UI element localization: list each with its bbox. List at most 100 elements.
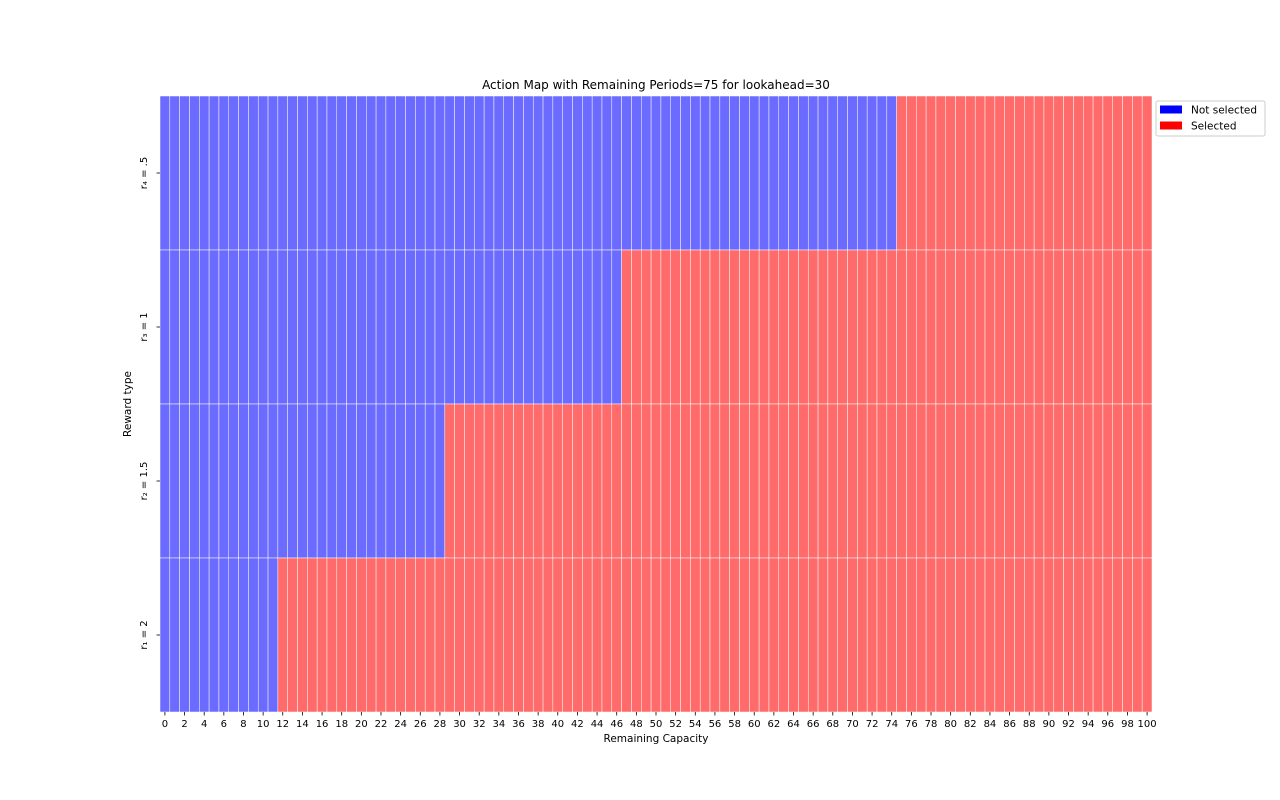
- heatmap-cell-selected: [994, 249, 1005, 405]
- heatmap-cell-not-selected: [375, 403, 387, 559]
- heatmap-cell-selected: [1053, 403, 1064, 559]
- heatmap-cell-selected: [965, 95, 976, 251]
- heatmap-cell-selected: [837, 249, 848, 405]
- heatmap-cell-selected: [857, 249, 868, 405]
- heatmap-cell-not-selected: [709, 95, 721, 251]
- heatmap-cell-not-selected: [591, 95, 603, 251]
- heatmap-cell-selected: [965, 403, 976, 559]
- heatmap-cell-selected: [601, 403, 613, 559]
- y-tick-label: r₃ = 1: [139, 312, 150, 341]
- heatmap-cell-not-selected: [316, 95, 328, 251]
- x-tick-label: 48: [630, 719, 643, 730]
- heatmap-cell-selected: [483, 557, 495, 713]
- heatmap-cell-selected: [670, 249, 681, 405]
- heatmap-cell-not-selected: [346, 403, 357, 559]
- heatmap-cell-not-selected: [415, 95, 426, 251]
- heatmap-cell-selected: [886, 403, 897, 559]
- heatmap-cell-selected: [709, 557, 721, 713]
- heatmap-cell-selected: [896, 403, 907, 559]
- x-tick-label: 52: [669, 719, 682, 730]
- heatmap-cell-selected: [1132, 249, 1143, 405]
- heatmap-cell-selected: [729, 249, 740, 405]
- heatmap-cell-selected: [1043, 403, 1055, 559]
- x-tick-label: 28: [434, 719, 447, 730]
- heatmap-cell-not-selected: [326, 403, 338, 559]
- heatmap-cell-selected: [837, 557, 848, 713]
- legend-frame: [1155, 100, 1266, 137]
- heatmap-cell-selected: [1014, 95, 1025, 251]
- heatmap-cell-not-selected: [228, 403, 239, 559]
- heatmap-cell-selected: [444, 403, 455, 559]
- heatmap-cell-selected: [641, 557, 652, 713]
- heatmap-cell-not-selected: [356, 95, 367, 251]
- heatmap-cell-not-selected: [464, 95, 475, 251]
- heatmap-cell-selected: [395, 557, 406, 713]
- heatmap-cell-selected: [1141, 95, 1153, 251]
- heatmap-cell-selected: [572, 403, 583, 559]
- heatmap-cell-selected: [523, 557, 534, 713]
- heatmap-cell-not-selected: [159, 249, 171, 405]
- heatmap-cell-not-selected: [297, 403, 308, 559]
- heatmap-cell-not-selected: [169, 95, 180, 251]
- x-tick-label: 6: [221, 719, 227, 730]
- heatmap-cell-not-selected: [562, 95, 573, 251]
- heatmap-cell-not-selected: [886, 95, 897, 251]
- heatmap-cell-not-selected: [267, 557, 279, 713]
- heatmap-cell-not-selected: [287, 249, 298, 405]
- heatmap-cell-selected: [474, 403, 485, 559]
- heatmap-cell-selected: [532, 557, 544, 713]
- heatmap-cell-selected: [1112, 403, 1123, 559]
- x-tick-label: 22: [375, 719, 388, 730]
- heatmap-cell-not-selected: [434, 249, 446, 405]
- heatmap-cell-selected: [641, 403, 652, 559]
- legend-swatch-not-selected: [1160, 105, 1182, 114]
- heatmap-cell-selected: [925, 403, 937, 559]
- heatmap-cell-not-selected: [503, 95, 514, 251]
- heatmap-cell-selected: [1112, 249, 1123, 405]
- heatmap-cell-selected: [660, 249, 671, 405]
- heatmap-cell-selected: [1122, 403, 1133, 559]
- x-tick-label: 62: [767, 719, 780, 730]
- heatmap-cell-selected: [749, 403, 760, 559]
- heatmap-cell-selected: [984, 249, 996, 405]
- heatmap-cell-selected: [866, 557, 878, 713]
- heatmap-cell-selected: [807, 557, 819, 713]
- heatmap-cell-selected: [935, 95, 946, 251]
- x-tick-label: 70: [846, 719, 859, 730]
- heatmap-cell-selected: [1063, 249, 1074, 405]
- heatmap-cell-selected: [1083, 95, 1094, 251]
- heatmap-cell-not-selected: [788, 95, 799, 251]
- x-tick-label: 14: [296, 719, 309, 730]
- heatmap-cell-not-selected: [307, 249, 318, 405]
- heatmap-cell-selected: [493, 403, 505, 559]
- heatmap-cell-not-selected: [257, 403, 269, 559]
- heatmap-cell-not-selected: [385, 95, 396, 251]
- heatmap-cell-selected: [916, 249, 927, 405]
- heatmap-cell-not-selected: [238, 403, 249, 559]
- heatmap-cell-not-selected: [611, 249, 622, 405]
- heatmap-cell-not-selected: [326, 249, 338, 405]
- x-tick-label: 72: [866, 719, 879, 730]
- heatmap-cell-selected: [1033, 249, 1045, 405]
- heatmap-cell-selected: [876, 249, 888, 405]
- heatmap-cell-not-selected: [385, 403, 396, 559]
- heatmap-cell-not-selected: [189, 403, 200, 559]
- x-tick-label: 58: [728, 719, 741, 730]
- heatmap-cell-not-selected: [444, 95, 455, 251]
- heatmap-cell-not-selected: [267, 403, 279, 559]
- heatmap-cell-not-selected: [356, 403, 367, 559]
- heatmap-cell-selected: [621, 249, 632, 405]
- heatmap-cell-selected: [1112, 557, 1123, 713]
- heatmap-cell-selected: [817, 403, 829, 559]
- heatmap-cell-selected: [1092, 403, 1104, 559]
- heatmap-cell-selected: [1014, 403, 1025, 559]
- heatmap-cell-not-selected: [218, 557, 229, 713]
- x-tick-label: 92: [1062, 719, 1075, 730]
- heatmap-cell-not-selected: [523, 95, 534, 251]
- heatmap-cell-not-selected: [650, 95, 662, 251]
- heatmap-cell-selected: [483, 403, 495, 559]
- heatmap-cell-selected: [356, 557, 367, 713]
- heatmap-cell-selected: [1122, 557, 1133, 713]
- heatmap-cell-not-selected: [316, 249, 328, 405]
- x-tick-label: 38: [532, 719, 545, 730]
